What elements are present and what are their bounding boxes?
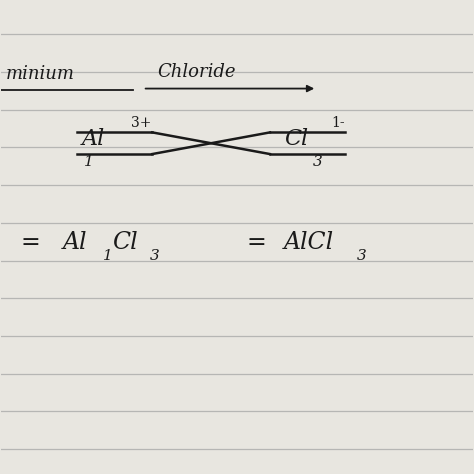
Text: 1: 1 [84, 155, 93, 169]
Text: =: = [246, 231, 266, 254]
Text: 3+: 3+ [131, 116, 151, 130]
Text: Al: Al [82, 128, 105, 150]
Text: Cl: Cl [112, 231, 138, 254]
Text: Cl: Cl [284, 128, 308, 150]
Text: minium: minium [6, 65, 75, 83]
Text: Al: Al [63, 231, 87, 254]
Text: 1-: 1- [331, 116, 345, 130]
Text: 3: 3 [150, 249, 160, 263]
Text: Chloride: Chloride [157, 63, 236, 81]
Text: 1: 1 [103, 249, 112, 263]
Text: 3: 3 [357, 249, 367, 263]
Text: =: = [20, 231, 40, 254]
Text: 3: 3 [312, 155, 322, 169]
Text: AlCl: AlCl [284, 231, 334, 254]
